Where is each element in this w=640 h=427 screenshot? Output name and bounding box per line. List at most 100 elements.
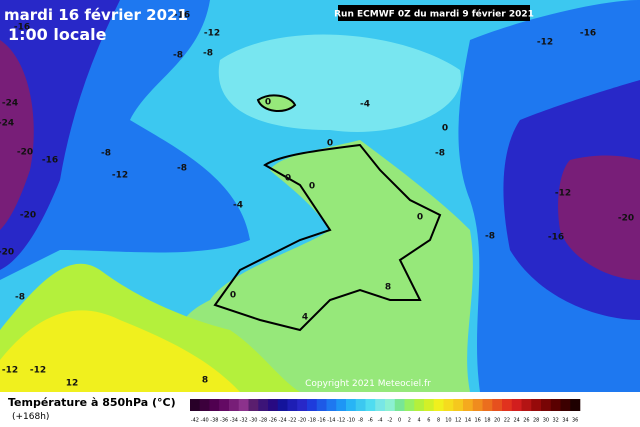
color-swatch bbox=[365, 399, 376, 411]
color-swatch bbox=[433, 399, 444, 411]
color-swatch bbox=[492, 399, 503, 411]
color-swatch bbox=[424, 399, 435, 411]
color-swatch bbox=[229, 399, 240, 411]
legend-tick-label: -30 bbox=[249, 418, 257, 424]
color-swatch bbox=[307, 399, 318, 411]
legend-tick-label: 18 bbox=[484, 418, 490, 424]
colorbar: -42 -40 -38 -36 -34 -32 -30 -28 -26 -24 -22 -20 -18-… bbox=[190, 399, 581, 424]
legend-tick-label: -32 bbox=[240, 418, 248, 424]
isotherm-label: -4 bbox=[360, 100, 370, 110]
legend-tick-label: 22 bbox=[504, 418, 510, 424]
color-swatch bbox=[316, 399, 327, 411]
legend-tick-label: 14 bbox=[465, 418, 471, 424]
legend-tick-label: -28 bbox=[259, 418, 267, 424]
cold-region bbox=[0, 0, 120, 270]
very-cold-region bbox=[558, 155, 640, 280]
legend-tick-label: -36 bbox=[220, 418, 228, 424]
isotherm-label: -12 bbox=[555, 189, 571, 199]
color-swatch bbox=[346, 399, 357, 411]
isotherm-label: -8 bbox=[177, 164, 187, 174]
legend-tick-label: -4 bbox=[378, 418, 383, 424]
isotherm-label: -8 bbox=[173, 51, 183, 61]
color-swatch bbox=[511, 399, 522, 411]
legend-tick-label: -24 bbox=[279, 418, 287, 424]
isotherm-label: -20 bbox=[0, 248, 14, 258]
map-date: mardi 16 février 2021 bbox=[4, 6, 188, 24]
color-swatch bbox=[355, 399, 366, 411]
run-box bbox=[338, 5, 530, 21]
legend-title: Température à 850hPa (°C) bbox=[8, 396, 176, 409]
isotherm-label: 8 bbox=[385, 283, 391, 293]
color-swatch bbox=[502, 399, 513, 411]
map-time: 1:00 locale bbox=[8, 25, 107, 44]
isotherm-label: -12 bbox=[2, 366, 18, 376]
isotherm-label: 4 bbox=[302, 313, 308, 323]
isotherm-label: 0 bbox=[230, 291, 236, 301]
isotherm-label: -24 bbox=[2, 99, 18, 109]
warm-region bbox=[0, 310, 240, 392]
isotherm-label: -12 bbox=[30, 366, 46, 376]
color-swatch bbox=[472, 399, 483, 411]
color-swatch bbox=[326, 399, 337, 411]
legend-tick-label: 16 bbox=[474, 418, 480, 424]
legend-tick-label: 10 bbox=[445, 418, 451, 424]
legend-tick-label: 32 bbox=[552, 418, 558, 424]
isotherm-label: -16 bbox=[42, 156, 58, 166]
coastline bbox=[213, 143, 442, 332]
legend-tick-label: -6 bbox=[368, 418, 373, 424]
isotherm-label: 0 bbox=[265, 98, 271, 108]
color-swatch bbox=[463, 399, 474, 411]
isotherm-label: -16 bbox=[14, 23, 30, 33]
isotherm-label: -12 bbox=[112, 171, 128, 181]
legend-tick-label: -8 bbox=[358, 418, 363, 424]
isotherm-label: -16 bbox=[548, 233, 564, 243]
color-swatch bbox=[287, 399, 298, 411]
legend-tick-label: -26 bbox=[269, 418, 277, 424]
color-swatch bbox=[414, 399, 425, 411]
very-cold-region bbox=[0, 40, 34, 230]
legend-tick-label: -2 bbox=[387, 418, 392, 424]
color-swatch bbox=[453, 399, 464, 411]
color-swatch bbox=[219, 399, 230, 411]
isotherm-label: 0 bbox=[417, 213, 423, 223]
iceland bbox=[256, 94, 297, 112]
legend-tick-label: 6 bbox=[427, 418, 430, 424]
color-swatch bbox=[199, 399, 210, 411]
legend-tick-label: 12 bbox=[455, 418, 461, 424]
run-info: Run ECMWF 0Z du mardi 9 février 2021 bbox=[334, 9, 534, 20]
isotherm-label: 12 bbox=[66, 379, 79, 389]
isotherm-label: -8 bbox=[15, 293, 25, 303]
color-swatch bbox=[404, 399, 415, 411]
color-swatch bbox=[248, 399, 259, 411]
legend-tick-label: 8 bbox=[437, 418, 440, 424]
legend-tick-label: -16 bbox=[318, 418, 326, 424]
color-swatch bbox=[238, 399, 249, 411]
legend-tick-label: -40 bbox=[201, 418, 209, 424]
legend-tick-label: -42 bbox=[191, 418, 199, 424]
legend-tick-label: 36 bbox=[572, 418, 578, 424]
color-swatch bbox=[443, 399, 454, 411]
isotherm-label: 0 bbox=[285, 174, 291, 184]
color-swatch bbox=[277, 399, 288, 411]
legend-tick-label: 20 bbox=[494, 418, 500, 424]
color-swatch bbox=[482, 399, 493, 411]
isotherm-labels: -16 -12 -8 -8 -16 -24 -24 -20 -16 -8 -12 -8 -20 -20 -4… bbox=[0, 11, 634, 389]
color-swatch bbox=[570, 399, 581, 411]
isotherm-label: -8 bbox=[101, 149, 111, 159]
isotherm-label: -12 bbox=[204, 29, 220, 39]
isotherm-label: -4 bbox=[233, 201, 243, 211]
color-swatch bbox=[375, 399, 386, 411]
legend-tick-label: 4 bbox=[418, 418, 421, 424]
color-swatch bbox=[258, 399, 269, 411]
legend-tick-label: -14 bbox=[327, 418, 335, 424]
legend-tick-label: 0 bbox=[398, 418, 401, 424]
color-swatch bbox=[297, 399, 308, 411]
legend-tick-label: 28 bbox=[533, 418, 539, 424]
isotherm-label: -12 bbox=[537, 38, 553, 48]
color-swatch bbox=[209, 399, 220, 411]
color-swatch bbox=[521, 399, 532, 411]
legend-tick-label: 24 bbox=[513, 418, 519, 424]
isotherm-label: -8 bbox=[435, 149, 445, 159]
legend-tick-label: -20 bbox=[298, 418, 306, 424]
